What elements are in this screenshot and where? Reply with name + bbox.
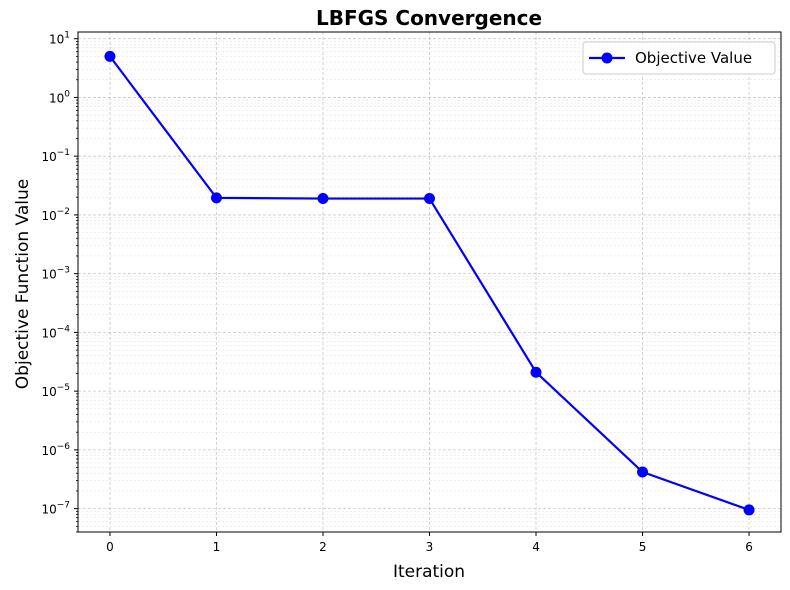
x-tick-label: 1 — [213, 540, 221, 554]
x-tick-label: 0 — [106, 540, 114, 554]
data-point — [210, 192, 222, 204]
legend-marker — [601, 52, 613, 64]
y-tick-label: 101 — [49, 31, 70, 47]
y-tick-label: 10−1 — [41, 148, 70, 164]
ticks: 0 1 2 3 4 5 6 101 100 10−1 10−2 10−3 10−4 10−5 10−6 10−… — [41, 31, 752, 554]
x-tick-label: 3 — [426, 540, 434, 554]
y-tick-label: 10−4 — [41, 324, 70, 340]
y-tick-label: 10−3 — [41, 266, 70, 282]
y-tick-label: 100 — [49, 89, 70, 105]
data-point — [530, 366, 542, 378]
x-tick-label: 4 — [532, 540, 540, 554]
y-tick-label: 10−2 — [41, 207, 70, 223]
y-tick-label: 10−6 — [41, 442, 70, 458]
y-axis-label: Objective Function Value — [13, 179, 33, 389]
data-point — [424, 193, 435, 205]
legend-label: Objective Value — [635, 49, 752, 67]
data-point — [743, 504, 755, 516]
x-tick-label: 6 — [745, 540, 753, 554]
chart-title: LBFGS Convergence — [316, 6, 542, 30]
x-tick-label: 5 — [639, 540, 647, 554]
x-tick-label: 2 — [319, 540, 327, 554]
data-point — [637, 466, 649, 478]
y-tick-label: 10−5 — [41, 383, 70, 399]
y-tick-label: 10−7 — [41, 501, 70, 517]
data-layer — [104, 50, 755, 516]
legend-box — [582, 41, 776, 75]
data-point — [104, 50, 116, 62]
data-point — [317, 193, 329, 205]
legend: Objective Value — [582, 41, 776, 75]
x-axis-label: Iteration — [393, 562, 465, 582]
